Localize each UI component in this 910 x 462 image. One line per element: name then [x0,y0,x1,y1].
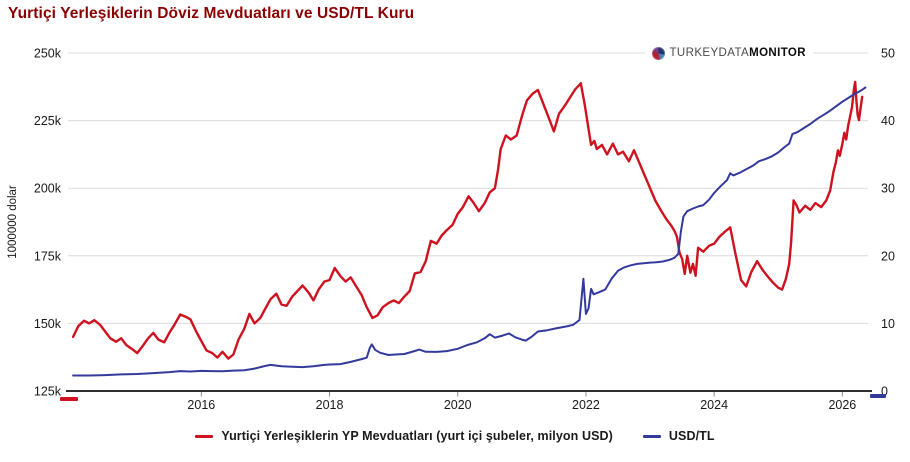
y-right-tick-label: 0 [881,385,888,399]
left-axis-series-marker [60,397,78,401]
x-tick-label: 2020 [444,398,472,412]
logo-text-primary: TURKEYDATA [669,47,750,59]
legend-item-usdtl: USD/TL [642,429,715,443]
legend-item-deposits: Yurtiçi Yerleşiklerin YP Mevduatları (yu… [195,429,613,443]
logo-pie-icon [652,46,666,60]
legend: Yurtiçi Yerleşiklerin YP Mevduatları (yu… [0,429,910,443]
right-axis-series-marker [870,394,886,398]
y-right-tick-label: 20 [881,249,895,263]
legend-swatch-deposits [195,434,214,438]
y-right-tick-label: 30 [881,182,895,196]
y-left-tick-label: 125k [34,385,62,399]
legend-label-deposits: Yurtiçi Yerleşiklerin YP Mevduatları (yu… [221,429,613,443]
legend-label-usdtl: USD/TL [668,429,715,443]
y-right-tick-label: 50 [881,47,895,61]
y-left-axis-title: 1000000 dolar [7,185,19,259]
y-left-tick-label: 225k [34,114,62,128]
y-left-tick-label: 175k [34,249,62,263]
y-left-tick-label: 200k [34,182,62,196]
y-left-tick-label: 250k [34,47,62,61]
y-right-tick-label: 40 [881,114,895,128]
legend-swatch-usdtl [642,434,661,438]
y-left-tick-label: 150k [34,317,62,331]
logo-text-secondary: MONITOR [749,47,806,59]
x-tick-label: 2024 [700,398,728,412]
y-right-tick-label: 10 [881,317,895,331]
series-deposits-line [71,80,864,360]
chart-title: Yurtiçi Yerleşiklerin Döviz Mevduatları … [8,5,415,22]
x-tick-label: 2018 [316,398,344,412]
series-usdtl-line [72,86,867,377]
x-tick-label: 2026 [828,398,856,412]
brand-logo: TURKEYDATA MONITOR [645,44,813,62]
x-tick-label: 2022 [572,398,600,412]
x-tick-label: 2016 [187,398,215,412]
